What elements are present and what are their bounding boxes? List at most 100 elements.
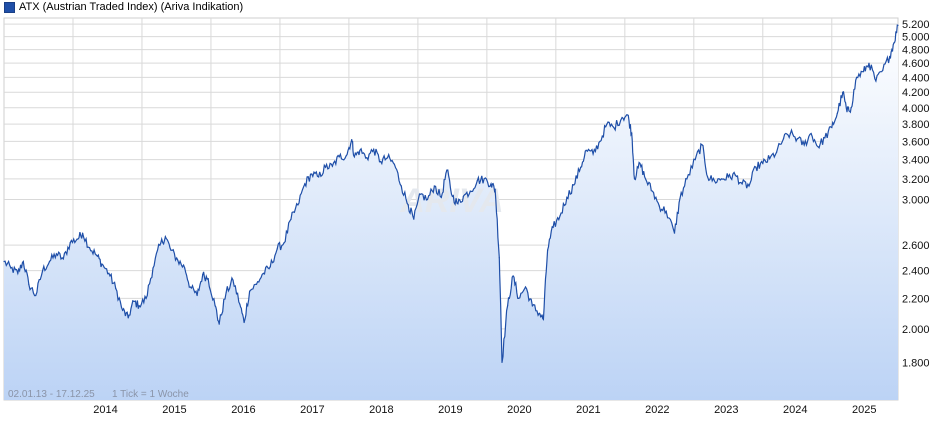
data-point xyxy=(311,173,313,175)
data-point xyxy=(897,24,899,26)
y-tick-label: 2.400 xyxy=(902,266,930,278)
data-point xyxy=(850,107,852,109)
y-tick-label: 2.000 xyxy=(902,324,930,336)
y-tick-label: 4.600 xyxy=(902,58,930,70)
data-point xyxy=(196,294,198,297)
data-point xyxy=(225,292,227,294)
data-point xyxy=(373,148,375,150)
data-point xyxy=(324,166,327,168)
data-point xyxy=(133,300,135,302)
data-point xyxy=(592,153,594,155)
data-point xyxy=(846,111,848,113)
data-point xyxy=(686,178,688,180)
y-tick-label: 3.600 xyxy=(902,136,930,148)
data-point xyxy=(694,159,696,161)
x-tick-label: 2018 xyxy=(369,404,393,416)
data-point xyxy=(457,203,459,205)
data-point xyxy=(599,140,601,142)
y-tick-label: 4.800 xyxy=(902,45,930,57)
data-point xyxy=(856,76,858,78)
y-tick-label: 2.600 xyxy=(902,240,930,252)
data-point xyxy=(318,176,320,178)
data-point xyxy=(658,205,660,207)
y-tick-label: 5.000 xyxy=(902,32,930,44)
data-point xyxy=(613,126,615,129)
data-point xyxy=(701,144,703,146)
x-tick-label: 2024 xyxy=(783,404,807,416)
x-tick-label: 2021 xyxy=(576,404,600,416)
data-point xyxy=(338,156,340,158)
data-point xyxy=(862,71,865,73)
data-point xyxy=(82,232,84,234)
data-point xyxy=(28,283,30,285)
data-point xyxy=(755,166,757,168)
data-point xyxy=(824,137,826,139)
data-point xyxy=(440,196,442,198)
data-point xyxy=(101,263,103,265)
data-point xyxy=(426,198,429,201)
data-point xyxy=(243,321,245,324)
data-point xyxy=(893,42,895,44)
data-point xyxy=(531,305,534,307)
data-point xyxy=(679,197,681,199)
data-point xyxy=(606,123,608,125)
data-point xyxy=(518,297,520,299)
data-point xyxy=(631,132,633,135)
data-point xyxy=(627,114,629,116)
data-point xyxy=(76,238,78,240)
data-point xyxy=(62,258,64,260)
data-point xyxy=(810,132,812,135)
data-point xyxy=(483,178,485,180)
data-point xyxy=(446,169,448,171)
x-tick-label: 2025 xyxy=(852,404,876,416)
data-point xyxy=(17,272,19,274)
x-tick-label: 2023 xyxy=(714,404,738,416)
data-point xyxy=(407,204,409,206)
data-point xyxy=(10,267,12,269)
data-point xyxy=(720,178,723,180)
data-point xyxy=(789,132,792,135)
y-tick-label: 4.200 xyxy=(902,87,930,99)
data-point xyxy=(512,275,514,277)
data-point xyxy=(331,165,333,167)
y-tick-label: 3.800 xyxy=(902,119,930,131)
data-point xyxy=(214,305,216,307)
data-point xyxy=(400,185,402,187)
legend-swatch xyxy=(4,1,15,13)
x-tick-label: 2014 xyxy=(93,404,117,416)
data-point xyxy=(498,257,500,259)
data-point xyxy=(762,162,764,164)
data-point xyxy=(501,361,503,363)
data-point xyxy=(524,286,527,288)
x-tick-label: 2020 xyxy=(507,404,531,416)
data-point xyxy=(803,144,805,146)
x-tick-label: 2015 xyxy=(162,404,186,416)
data-point xyxy=(734,174,736,176)
data-point xyxy=(269,266,271,268)
data-point xyxy=(152,267,154,269)
data-point xyxy=(476,180,478,182)
data-point xyxy=(727,176,729,178)
data-point xyxy=(202,274,204,276)
data-point xyxy=(542,318,545,320)
data-point xyxy=(283,242,285,244)
y-axis-labels: 1.800 2.000 2.200 2.400 2.600 3.000 3.200 3.400… xyxy=(902,19,930,369)
data-point xyxy=(882,69,884,71)
data-point xyxy=(276,248,278,250)
data-point xyxy=(386,157,389,159)
data-point xyxy=(842,91,844,93)
data-point xyxy=(95,254,97,256)
data-point xyxy=(796,138,798,140)
data-point xyxy=(232,279,234,281)
data-point xyxy=(22,260,24,263)
y-tick-label: 2.200 xyxy=(902,293,930,305)
data-point xyxy=(297,204,299,206)
y-tick-label: 4.400 xyxy=(902,72,930,84)
data-point xyxy=(868,62,870,64)
data-point xyxy=(875,80,877,82)
data-point xyxy=(48,260,51,263)
data-point xyxy=(353,156,355,158)
data-point xyxy=(366,157,368,159)
data-point xyxy=(817,146,819,148)
y-tick-label: 3.200 xyxy=(902,174,930,186)
